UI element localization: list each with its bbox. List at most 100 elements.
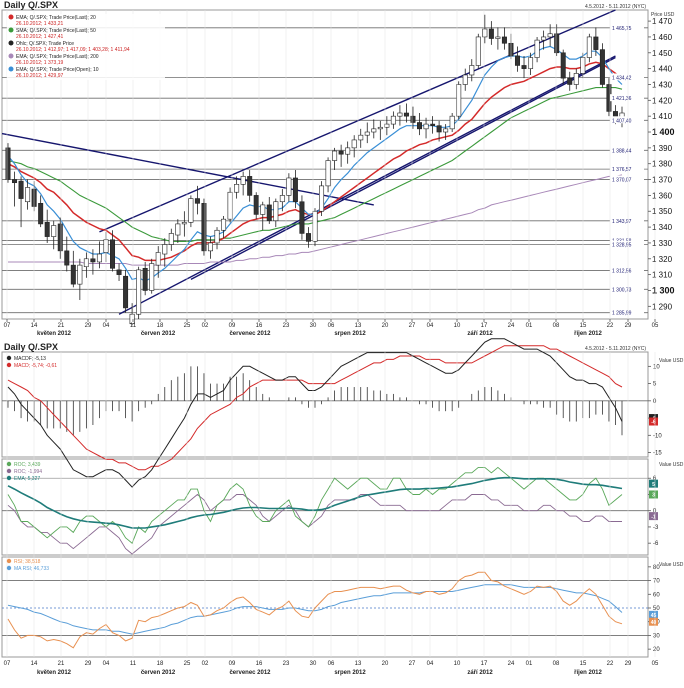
legend-entry: EMA; Q/.SPX; Trade Price(Last); 200 — [16, 54, 99, 60]
candle-body — [449, 115, 455, 130]
candle-body — [560, 52, 566, 79]
level-label: 1 465,75 — [612, 26, 632, 32]
price-tick-label: 1 340 — [652, 223, 673, 232]
month-label: srpen 2012 — [334, 331, 366, 337]
value-tick-label: 10 — [653, 364, 660, 370]
roc-panel-frame — [1, 458, 649, 556]
level-label-bg — [610, 216, 644, 224]
date-tick-label: 09 — [229, 323, 236, 329]
legend-marker-icon — [8, 53, 14, 59]
date-tick-label: 22 — [607, 323, 614, 329]
rsi-panel-frame — [1, 556, 649, 658]
price-tick-label: 1 430 — [652, 80, 673, 89]
date-tick-label: 07 — [4, 661, 11, 667]
date-tick-label: 08 — [553, 661, 560, 667]
month-label: září 2012 — [467, 331, 493, 337]
candle-body — [181, 222, 187, 225]
level-label-bg — [610, 23, 644, 31]
month-label: červen 2012 — [141, 331, 176, 337]
date-tick-label: 29 — [85, 323, 92, 329]
date-tick-label: 21 — [58, 323, 65, 329]
candle-body — [64, 250, 70, 266]
date-tick-label: 05 — [652, 661, 659, 667]
candle-body — [384, 123, 390, 128]
level-label: 1 300,73 — [612, 287, 632, 293]
level-label-bg — [610, 165, 644, 173]
candle-body — [240, 176, 246, 185]
month-label: květen 2012 — [37, 670, 72, 676]
macd-signal-line — [7, 345, 623, 471]
date-tick-label: 24 — [508, 323, 515, 329]
candle-body — [188, 198, 194, 223]
value-tag — [649, 512, 658, 521]
value-tick-label: -3 — [653, 525, 659, 531]
date-tick-label: 02 — [202, 323, 209, 329]
candle-body — [273, 201, 279, 222]
candle-body — [266, 204, 272, 222]
channel-mid-line — [190, 56, 616, 281]
candle-body — [77, 264, 83, 285]
date-tick-label: 06 — [328, 323, 335, 329]
price-tick-label: 1 410 — [652, 112, 673, 121]
month-label: květen 2012 — [37, 331, 72, 337]
legend-marker-icon — [8, 66, 14, 72]
macd-title: Daily Q/.SPX — [4, 342, 58, 352]
candle-body — [436, 125, 442, 133]
legend-marker-icon — [6, 461, 12, 467]
date-tick-label: 11 — [130, 323, 137, 329]
level-labels: 1 465,75 1 434,42 1 421,36 1 407,40 1 388,44… — [610, 23, 644, 317]
candle-body — [377, 126, 383, 130]
candle-body — [305, 233, 311, 242]
candle-body — [129, 313, 135, 325]
price-tick-label: 1 290 — [652, 302, 673, 311]
date-tick-label: 11 — [130, 661, 137, 667]
candle-body — [521, 65, 527, 69]
legend-value: 26.10.2012; 1 427,41 — [16, 34, 63, 40]
candle-body — [194, 198, 200, 204]
level-label: 1 328,95 — [612, 243, 632, 249]
legend-value: 26.10.2012; 1 412,97; 1 417,09; 1 403,28… — [16, 47, 130, 53]
value-tag-label: 3 — [652, 493, 655, 499]
rsi-plot: 807060504030204540 — [2, 565, 660, 653]
value-tick-label: 70 — [653, 579, 660, 585]
candle-body — [260, 204, 266, 215]
value-tick-label: 20 — [653, 647, 660, 653]
date-tick-label: 18 — [157, 661, 164, 667]
legend-marker-icon — [6, 362, 12, 368]
legend-value: 26.10.2012; 1 433,21 — [16, 21, 63, 27]
date-tick-label: 07 — [4, 323, 11, 329]
candle-body — [149, 263, 155, 291]
level-label: 1 376,57 — [612, 167, 632, 173]
date-tick-label: 14 — [31, 323, 38, 329]
candle-body — [70, 264, 76, 285]
candle-body — [38, 203, 44, 225]
price-tick-label: 1 390 — [652, 144, 673, 153]
value-tick-label: 80 — [653, 565, 660, 571]
roc-unit-label: Value USD — [659, 462, 684, 468]
level-label: 1 407,40 — [612, 118, 632, 124]
candle-body — [201, 203, 207, 252]
candle-body — [25, 187, 31, 203]
date-tick-label: 18 — [157, 323, 164, 329]
month-label: červenec 2012 — [229, 331, 271, 337]
date-tick-label: 10 — [454, 661, 461, 667]
candle-body — [345, 147, 351, 155]
date-tick-label: 05 — [652, 323, 659, 329]
candle-body — [338, 150, 344, 155]
legend-entry: SMA; Q/.SPX; Trade Price(Last); 50 — [16, 28, 96, 34]
date-tick-label: 14 — [31, 661, 38, 667]
legend-entry: RSI; 38,518 — [14, 559, 41, 565]
candle-body — [319, 185, 325, 212]
value-tick-label: 30 — [653, 633, 660, 639]
candle-body — [534, 39, 540, 58]
price-legend: EMA; Q/.SPX; Trade Price(Last); 2026.10.… — [8, 14, 130, 79]
level-label: 1 370,07 — [612, 177, 632, 183]
date-tick-label: 13 — [355, 323, 362, 329]
date-tick-label: 08 — [553, 323, 560, 329]
candle-body — [286, 177, 292, 196]
price-tick-label: 1 450 — [652, 49, 673, 58]
date-tick-label: 20 — [382, 323, 389, 329]
date-tick-label: 21 — [58, 661, 65, 667]
macd-panel-frame — [1, 351, 649, 458]
legend-marker-icon — [6, 558, 12, 564]
